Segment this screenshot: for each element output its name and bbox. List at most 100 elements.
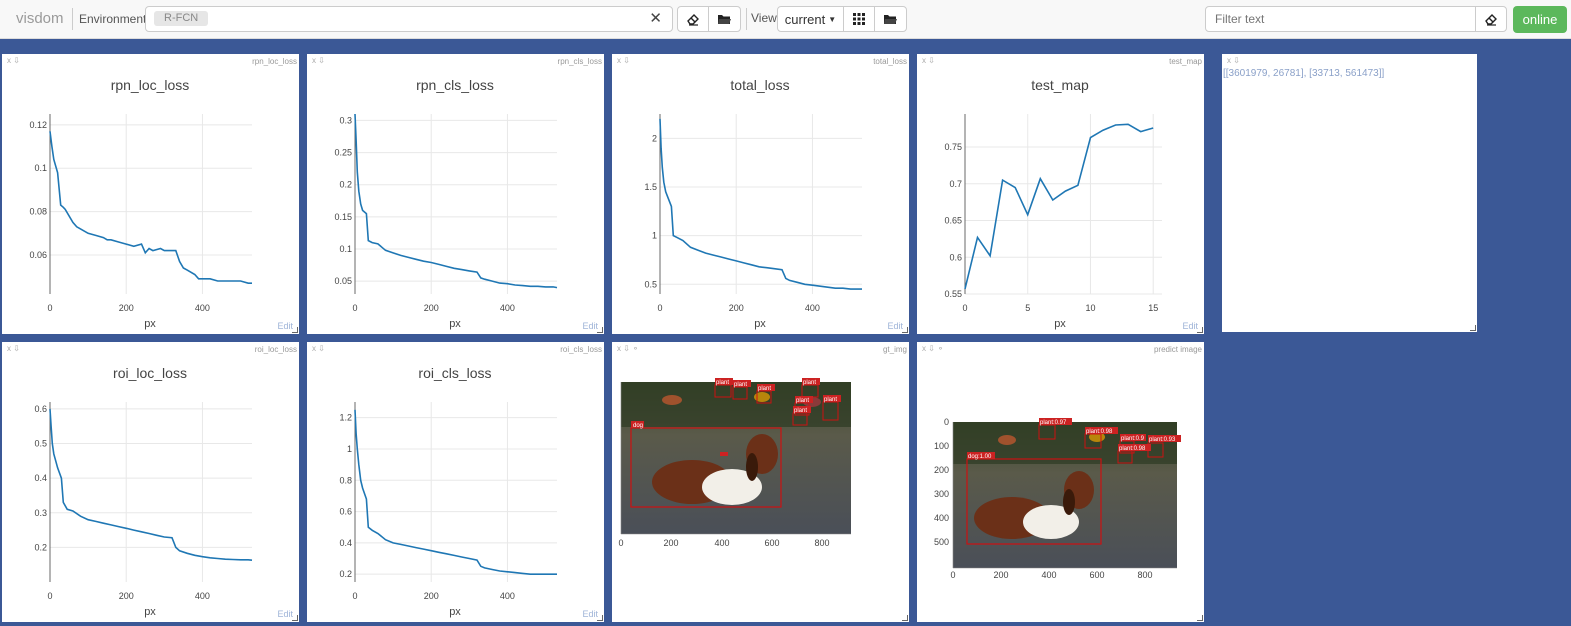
edit-link[interactable]: Edit xyxy=(277,321,293,331)
x-tick-label: 0 xyxy=(962,303,967,313)
view-label: View xyxy=(751,11,777,25)
series-line xyxy=(354,409,557,575)
x-axis-label: px xyxy=(449,318,461,330)
edit-link[interactable]: Edit xyxy=(277,609,293,619)
y-tick-label: 1.5 xyxy=(644,182,657,192)
bbox-label-dog: dog:1.00 xyxy=(968,454,992,460)
bbox-label-plant: plant xyxy=(803,380,816,386)
resize-handle[interactable] xyxy=(1470,325,1476,331)
bbox-label-plant: plant:0.9 xyxy=(1121,436,1145,442)
pane-title: predict image xyxy=(1153,345,1202,354)
chart-title: roi_cls_loss xyxy=(418,365,491,381)
folder-icon xyxy=(718,14,731,24)
edit-link[interactable]: Edit xyxy=(1182,321,1198,331)
bbox-dog xyxy=(966,458,1102,545)
close-icon[interactable]: ✕ xyxy=(649,10,662,27)
pane-total-loss[interactable]: x ⇩ total_loss total_loss px 0.5 1 1.5 2 0 20… xyxy=(612,54,909,334)
y-tick-label: 500 xyxy=(934,537,949,547)
clear-env-button[interactable] xyxy=(677,6,709,32)
resize-handle[interactable] xyxy=(902,327,908,333)
edit-link[interactable]: Edit xyxy=(887,321,903,331)
x-tick-label: 10 xyxy=(1085,303,1095,313)
pane-controls[interactable]: x ⇩ xyxy=(7,344,20,353)
pane-roi-loc-loss[interactable]: x ⇩ roi_loc_loss roi_loc_loss px 0.2 0.3 0… xyxy=(2,342,299,622)
y-tick-label: 0.4 xyxy=(34,473,47,483)
bbox-label-dog: dog xyxy=(633,423,643,429)
x-tick-label: 400 xyxy=(195,591,210,601)
environment-select[interactable]: R-FCN ✕ xyxy=(145,6,673,32)
pane-controls[interactable]: x ⇩ xyxy=(1227,56,1240,65)
pane-controls[interactable]: x ⇩ ⚬ xyxy=(922,344,944,353)
pane-text[interactable]: x ⇩ [[3601979, 26781], [33713, 561473]] xyxy=(1222,54,1477,332)
chart-title: total_loss xyxy=(730,77,789,93)
x-tick-label: 0 xyxy=(657,303,662,313)
x-axis-label: px xyxy=(144,318,156,330)
pane-test-map[interactable]: x ⇩ test_map test_map px 0.55 0.6 0.65 0.7 0… xyxy=(917,54,1204,334)
resize-handle[interactable] xyxy=(902,615,908,621)
pane-controls[interactable]: x ⇩ xyxy=(312,344,325,353)
resize-handle[interactable] xyxy=(597,615,603,621)
text-content: [[3601979, 26781], [33713, 561473]] xyxy=(1223,68,1385,79)
chart-title: rpn_cls_loss xyxy=(416,77,494,93)
y-tick-label: 200 xyxy=(934,465,949,475)
series-line xyxy=(49,408,253,561)
x-tick-label: 0 xyxy=(352,591,357,601)
x-tick-label: 0 xyxy=(352,303,357,313)
manage-env-button[interactable] xyxy=(708,6,741,32)
connection-status-button[interactable]: online xyxy=(1513,6,1567,33)
bbox-label-bg xyxy=(967,452,995,459)
folder-icon xyxy=(884,14,897,24)
eraser-icon xyxy=(1485,14,1497,26)
pane-gt-img[interactable]: x ⇩ ⚬ gt_img dog plant plant plan xyxy=(612,342,909,622)
manage-views-button[interactable] xyxy=(874,6,907,32)
filter-text-input[interactable] xyxy=(1205,6,1476,32)
resize-handle[interactable] xyxy=(292,615,298,621)
x-tick-label: 15 xyxy=(1148,303,1158,313)
chart-title: test_map xyxy=(1031,77,1089,93)
resize-handle[interactable] xyxy=(292,327,298,333)
bbox-label-plant: plant xyxy=(824,397,837,403)
y-tick-label: 0.3 xyxy=(34,508,47,518)
environment-tag[interactable]: R-FCN xyxy=(154,11,209,26)
repack-button[interactable] xyxy=(843,6,875,32)
x-tick-label: 200 xyxy=(119,591,134,601)
y-tick-label: 400 xyxy=(934,513,949,523)
y-tick-label: 0.6 xyxy=(34,404,47,414)
pane-controls[interactable]: x ⇩ xyxy=(617,56,630,65)
pane-title: total_loss xyxy=(873,57,907,66)
y-tick-label: 2 xyxy=(652,133,657,143)
chart-title: roi_loc_loss xyxy=(113,365,187,381)
y-tick-label: 0.6 xyxy=(949,252,962,262)
pane-controls[interactable]: x ⇩ ⚬ xyxy=(617,344,639,353)
pane-rpn-cls-loss[interactable]: x ⇩ rpn_cls_loss rpn_cls_loss px 0.05 0.1… xyxy=(307,54,604,334)
x-tick-label: 0 xyxy=(47,303,52,313)
x-tick-label: 200 xyxy=(663,538,678,548)
y-tick-label: 0.1 xyxy=(339,244,352,254)
x-tick-label: 400 xyxy=(714,538,729,548)
y-tick-label: 0.06 xyxy=(29,250,47,260)
resize-handle[interactable] xyxy=(1197,615,1203,621)
pane-controls[interactable]: x ⇩ xyxy=(922,56,935,65)
y-tick-label: 0.15 xyxy=(334,212,352,222)
x-tick-label: 200 xyxy=(119,303,134,313)
clear-filter-button[interactable] xyxy=(1475,6,1507,32)
pane-roi-cls-loss[interactable]: x ⇩ roi_cls_loss roi_cls_loss px 0.2 0.4 0… xyxy=(307,342,604,622)
top-navbar: visdom Environment R-FCN ✕ View current … xyxy=(0,0,1571,39)
view-dropdown[interactable]: current ▼ xyxy=(777,6,844,32)
edit-link[interactable]: Edit xyxy=(582,609,598,619)
resize-handle[interactable] xyxy=(1197,327,1203,333)
pane-controls[interactable]: x ⇩ xyxy=(312,56,325,65)
resize-handle[interactable] xyxy=(597,327,603,333)
bbox-plants: plant:0.97 plant:0.98 plant:0.9 plant:0.… xyxy=(1038,418,1181,464)
detection-image: dog plant plant plant plant plant plant … xyxy=(618,378,851,548)
eraser-icon xyxy=(687,14,699,26)
pane-rpn-loc-loss[interactable]: x ⇩ rpn_loc_loss rpn_loc_loss px 0.06 0.0… xyxy=(2,54,299,334)
view-value: current xyxy=(784,11,826,27)
edit-link[interactable]: Edit xyxy=(582,321,598,331)
dog-ear xyxy=(1063,489,1075,515)
x-tick-label: 800 xyxy=(814,538,829,548)
y-tick-label: 0.75 xyxy=(944,142,962,152)
pane-controls[interactable]: x ⇩ xyxy=(7,56,20,65)
pane-predict-image[interactable]: x ⇩ ⚬ predict image dog:1.00 plant:0.97 … xyxy=(917,342,1204,622)
y-tick-label: 1.2 xyxy=(339,413,352,423)
